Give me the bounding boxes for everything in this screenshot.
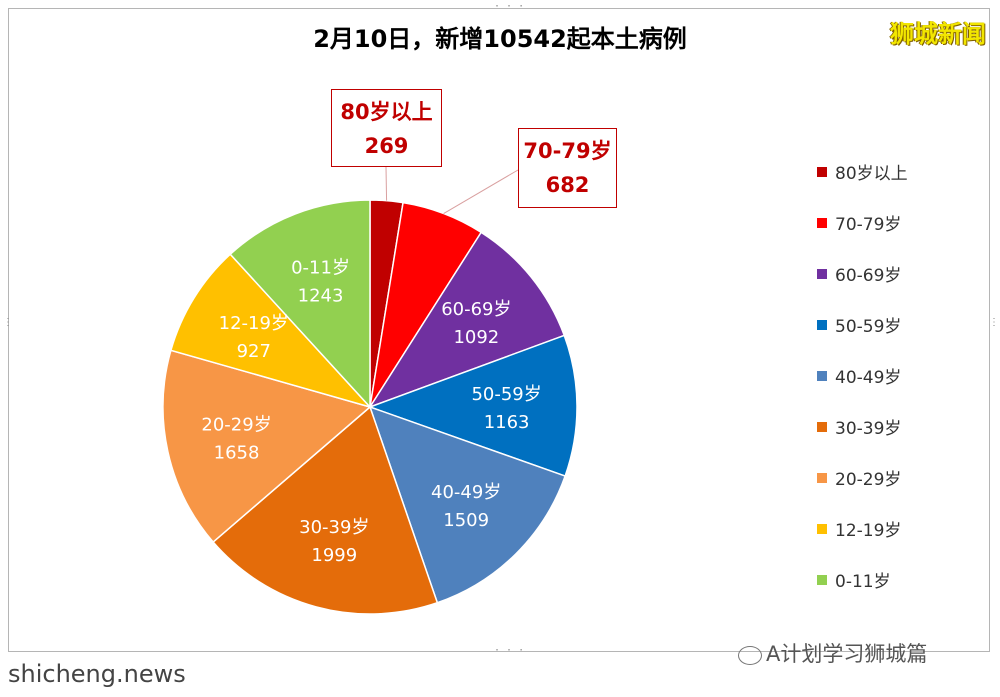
resize-handle-top[interactable]: · · · <box>494 1 525 12</box>
pie-slice-5[interactable] <box>212 405 439 615</box>
legend-swatch <box>817 166 827 177</box>
legend-label: 50-59岁 <box>835 317 902 337</box>
callout-leader-line-1 <box>443 169 519 214</box>
slice-label-4: 40-49岁 <box>431 482 501 503</box>
callout-80plus: 80岁以上 269 <box>331 89 442 167</box>
legend-item-3[interactable]: 50-59岁 <box>817 299 987 350</box>
legend-swatch <box>817 370 827 381</box>
slice-label-8: 0-11岁 <box>291 258 350 279</box>
legend-item-0[interactable]: 80岁以上 <box>817 146 987 197</box>
legend-label: 40-49岁 <box>835 368 902 388</box>
pie-slice-3[interactable] <box>367 334 578 477</box>
resize-handle-bottom[interactable]: · · · <box>494 645 525 656</box>
legend-swatch <box>817 268 827 279</box>
slice-value-3: 1163 <box>484 412 530 433</box>
callout-70-79: 70-79岁 682 <box>518 128 617 208</box>
legend-swatch <box>817 217 827 228</box>
chart-title: 2月10日，新增10542起本土病例 <box>313 25 687 53</box>
legend: 80岁以上 70-79岁 60-69岁 50-59岁 40-49岁 30-39岁 20-29… <box>817 146 987 605</box>
legend-swatch <box>817 523 827 534</box>
pie-slice-8[interactable] <box>229 199 371 409</box>
slice-label-6: 20-29岁 <box>201 414 271 435</box>
legend-label: 70-79岁 <box>835 215 902 235</box>
legend-label: 0-11岁 <box>835 572 891 592</box>
slice-value-2: 1092 <box>453 327 499 348</box>
brand-logo-text: 狮城新闻 <box>890 20 986 48</box>
legend-label: 12-19岁 <box>835 521 902 541</box>
legend-label: 60-69岁 <box>835 266 902 286</box>
legend-label: 20-29岁 <box>835 470 902 490</box>
slice-value-8: 1243 <box>298 286 344 307</box>
legend-swatch <box>817 574 827 585</box>
pie-slice-7[interactable] <box>169 253 373 409</box>
pie-slice-2[interactable] <box>368 231 566 409</box>
legend-label: 80岁以上 <box>835 164 908 184</box>
watermark-account-text: A计划学习狮城篇 <box>766 642 928 666</box>
slice-value-6: 1658 <box>214 442 260 463</box>
legend-swatch <box>817 319 827 330</box>
callout-leader-line-0 <box>385 166 388 201</box>
slice-label-2: 60-69岁 <box>441 299 511 320</box>
legend-item-2[interactable]: 60-69岁 <box>817 248 987 299</box>
slice-label-3: 50-59岁 <box>471 384 541 405</box>
legend-item-5[interactable]: 30-39岁 <box>817 401 987 452</box>
pie-slice-4[interactable] <box>368 405 567 604</box>
legend-item-7[interactable]: 12-19岁 <box>817 503 987 554</box>
legend-swatch <box>817 421 827 432</box>
legend-item-8[interactable]: 0-11岁 <box>817 554 987 605</box>
callout-70-79-label: 70-79岁 <box>523 139 612 163</box>
legend-swatch <box>817 472 827 483</box>
callout-80plus-label: 80岁以上 <box>340 100 433 124</box>
pie-slice-6[interactable] <box>162 349 372 544</box>
watermark-account: A计划学习狮城篇 <box>738 638 927 668</box>
callout-80plus-value: 269 <box>364 134 409 158</box>
slice-label-7: 12-19岁 <box>219 313 289 334</box>
callout-70-79-value: 682 <box>545 173 590 197</box>
slice-value-5: 1999 <box>311 545 357 566</box>
slice-label-5: 30-39岁 <box>299 517 369 538</box>
legend-item-6[interactable]: 20-29岁 <box>817 452 987 503</box>
legend-item-1[interactable]: 70-79岁 <box>817 197 987 248</box>
slice-value-7: 927 <box>237 341 271 362</box>
watermark-site: shicheng.news <box>8 660 186 688</box>
legend-item-4[interactable]: 40-49岁 <box>817 350 987 401</box>
wechat-icon <box>738 645 762 665</box>
resize-handle-right[interactable]: ⋮ <box>989 317 999 328</box>
resize-handle-left[interactable]: ⋮ <box>3 317 13 328</box>
slice-value-4: 1509 <box>443 510 489 531</box>
legend-label: 30-39岁 <box>835 419 902 439</box>
chart-frame[interactable] <box>8 8 990 652</box>
